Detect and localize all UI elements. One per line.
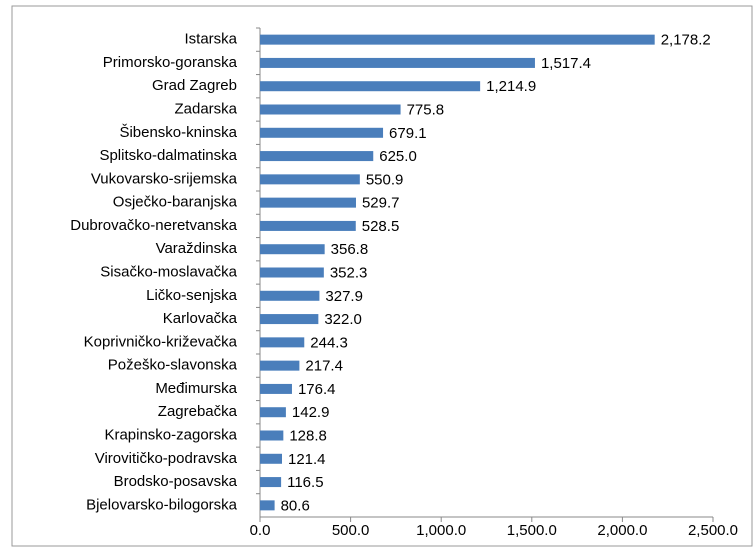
value-label: 80.6 <box>281 497 310 514</box>
y-tick-label: Požeško-slavonska <box>108 357 238 374</box>
bar <box>260 267 324 278</box>
bar <box>260 337 305 348</box>
chart-frame <box>11 5 753 547</box>
x-tick-label: 2,500.0 <box>688 522 738 539</box>
value-label: 528.5 <box>362 218 400 235</box>
value-label: 176.4 <box>298 381 336 398</box>
bar <box>260 453 282 464</box>
value-label: 1,214.9 <box>486 78 536 95</box>
value-label: 679.1 <box>389 125 427 142</box>
y-tick-label: Sisačko-moslavačka <box>100 263 237 280</box>
value-label: 217.4 <box>305 358 343 375</box>
value-label: 1,517.4 <box>541 55 591 72</box>
bar <box>260 430 284 441</box>
value-label: 356.8 <box>331 241 369 258</box>
bar <box>260 197 356 208</box>
y-tick-label: Splitsko-dalmatinska <box>99 147 237 164</box>
y-tick-label: Karlovačka <box>163 310 238 327</box>
x-tick-label: 500.0 <box>332 522 370 539</box>
y-tick-label: Zagrebačka <box>158 403 238 420</box>
bar <box>260 407 286 418</box>
bar <box>260 220 356 231</box>
bar <box>260 127 384 138</box>
value-label: 142.9 <box>292 404 330 421</box>
y-tick-label: Šibensko-kninska <box>119 124 237 141</box>
y-tick-label: Primorsko-goranska <box>103 54 238 71</box>
bar <box>260 174 360 185</box>
bar <box>260 477 282 488</box>
y-tick-label: Grad Zagreb <box>152 77 237 94</box>
value-label: 775.8 <box>407 101 445 118</box>
value-label: 128.8 <box>289 427 327 444</box>
value-label: 550.9 <box>366 171 404 188</box>
y-tick-label: Vukovarsko-srijemska <box>91 170 238 187</box>
bar <box>260 500 275 511</box>
value-label: 327.9 <box>325 288 363 305</box>
y-tick-label: Zadarska <box>174 100 237 117</box>
value-label: 116.5 <box>287 474 323 491</box>
y-tick-label: Virovitičko-podravska <box>95 450 238 467</box>
bar <box>260 104 401 115</box>
y-tick-label: Brodsko-posavska <box>114 473 238 490</box>
value-label: 121.4 <box>288 451 326 468</box>
x-tick-label: 2,000.0 <box>597 522 647 539</box>
bar <box>260 360 300 371</box>
bar <box>260 151 374 162</box>
y-tick-label: Krapinsko-zagorska <box>104 426 237 443</box>
y-tick-label: Međimurska <box>155 380 237 397</box>
bar <box>260 81 481 92</box>
y-tick-label: Istarska <box>184 31 237 48</box>
value-label: 352.3 <box>330 264 368 281</box>
y-tick-label: Varaždinska <box>156 240 238 257</box>
bar <box>260 34 655 45</box>
y-tick-label: Ličko-senjska <box>146 287 238 304</box>
bar <box>260 57 535 68</box>
bar <box>260 314 319 325</box>
value-label: 2,178.2 <box>661 32 711 49</box>
x-tick-label: 0.0 <box>250 522 271 539</box>
value-label: 322.0 <box>324 311 362 328</box>
x-tick-label: 1,000.0 <box>416 522 466 539</box>
value-label: 244.3 <box>310 334 348 351</box>
bar <box>260 244 325 255</box>
bar <box>260 383 292 394</box>
y-tick-label: Osječko-baranjska <box>113 194 238 211</box>
y-tick-label: Koprivničko-križevačka <box>84 333 238 350</box>
value-label: 529.7 <box>362 195 400 212</box>
y-tick-label: Bjelovarsko-bilogorska <box>86 496 238 513</box>
bar <box>260 290 320 301</box>
y-tick-label: Dubrovačko-neretvanska <box>70 217 237 234</box>
value-label: 625.0 <box>379 148 417 165</box>
x-tick-label: 1,500.0 <box>507 522 557 539</box>
